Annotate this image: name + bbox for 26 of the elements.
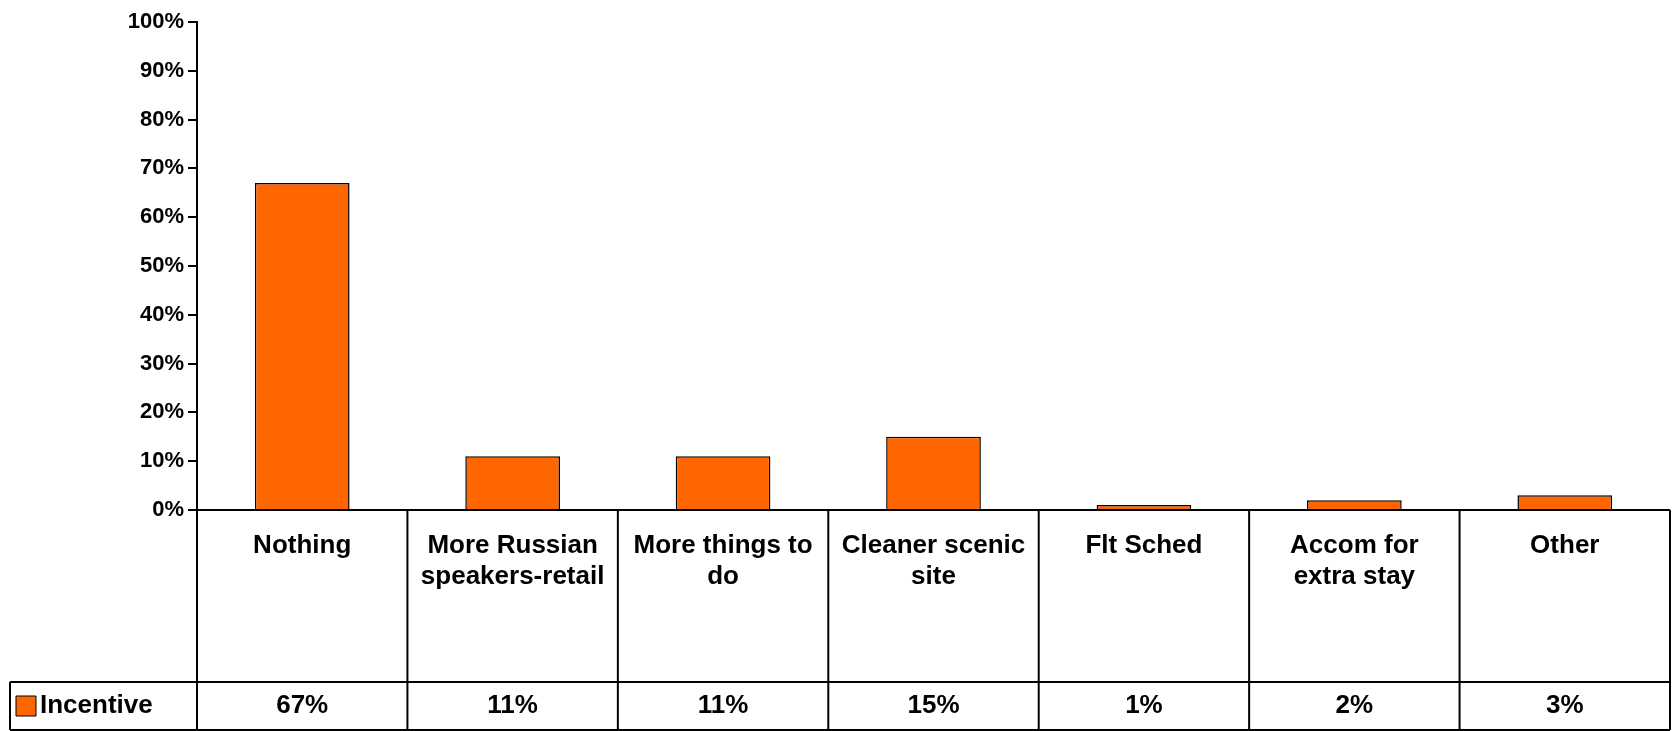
y-tick-label: 60%	[139, 203, 184, 229]
y-tick-label: 0%	[152, 496, 184, 522]
y-tick-label: 10%	[139, 447, 184, 473]
data-label: 2%	[1335, 689, 1374, 720]
y-tick-label: 30%	[139, 349, 184, 375]
y-tick-label: 40%	[139, 300, 184, 326]
x-tick-label: More Russian speakers-retail	[420, 528, 605, 590]
data-label: 15%	[907, 689, 960, 720]
x-tick-label: Flt Sched	[1085, 528, 1203, 559]
data-label: 67%	[276, 689, 329, 720]
y-tick-label: 20%	[139, 398, 184, 424]
x-tick-label: Cleaner scenic site	[841, 528, 1026, 590]
y-tick-label: 80%	[139, 105, 184, 131]
data-label: 1%	[1125, 689, 1163, 720]
data-label: 3%	[1546, 689, 1584, 720]
data-label: 11%	[697, 689, 749, 720]
x-tick-label: More things to do	[633, 528, 813, 590]
y-tick-label: 70%	[139, 154, 184, 180]
y-tick-label: 50%	[139, 252, 184, 278]
legend-label: Incentive	[40, 689, 153, 720]
x-tick-label: Nothing	[253, 528, 352, 559]
data-label: 11%	[487, 689, 538, 720]
x-tick-label: Accom for extra stay	[1290, 528, 1419, 590]
y-tick-label: 100%	[127, 8, 184, 34]
y-tick-label: 90%	[139, 56, 184, 82]
x-tick-label: Other	[1530, 528, 1600, 559]
